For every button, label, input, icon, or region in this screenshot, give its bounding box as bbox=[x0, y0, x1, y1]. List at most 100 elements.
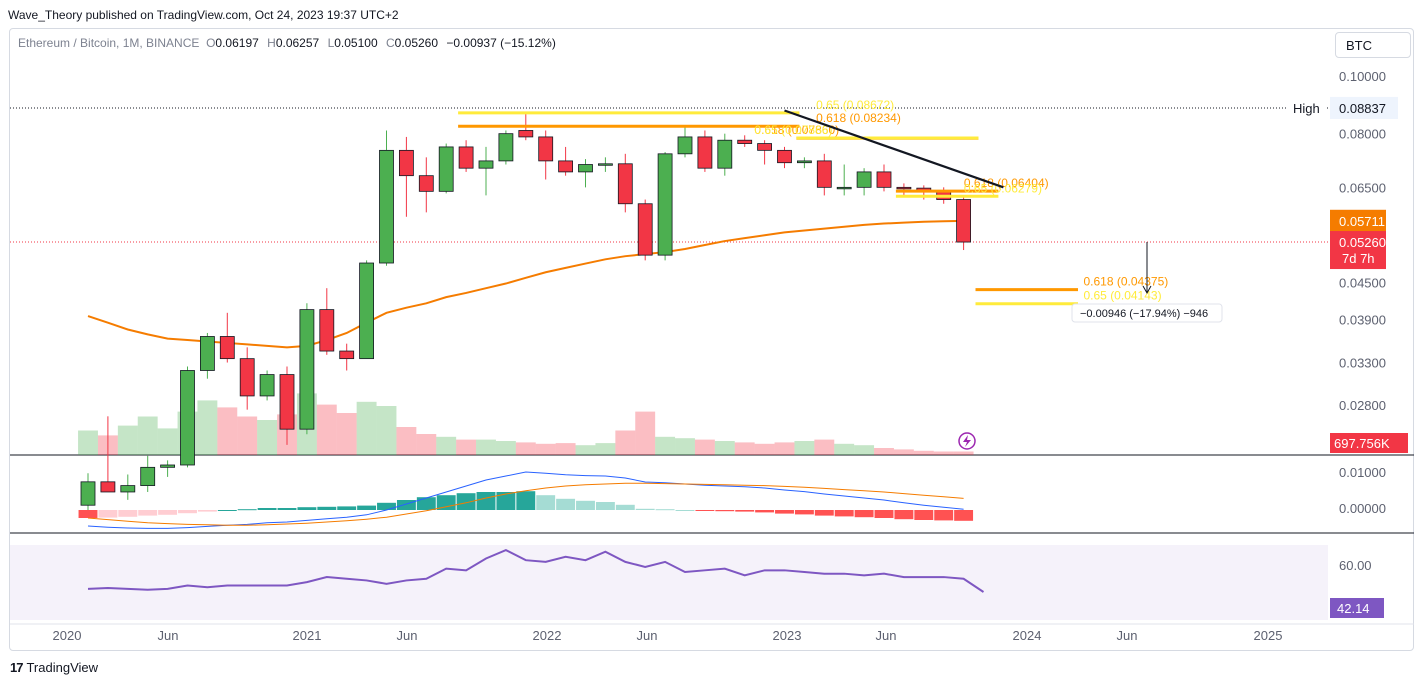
candle-body bbox=[340, 351, 354, 359]
candle-body bbox=[419, 176, 433, 192]
fib-level-label: 0.65 (0.08672) bbox=[816, 98, 894, 112]
macd-histogram-bar bbox=[914, 510, 933, 520]
candle-body bbox=[320, 310, 334, 351]
candle-body bbox=[678, 137, 692, 154]
macd-histogram-bar bbox=[377, 503, 396, 510]
fib-level-label: 0.618 (0.04375) bbox=[1084, 275, 1169, 289]
volume-bar bbox=[874, 448, 894, 455]
candle-body bbox=[300, 310, 314, 430]
candle-body bbox=[220, 336, 234, 358]
moving-average-line bbox=[88, 221, 964, 348]
macd-histogram-bar bbox=[536, 495, 555, 510]
volume-bar bbox=[317, 405, 337, 455]
time-tick-label: 2022 bbox=[533, 628, 562, 643]
volume-bar bbox=[476, 440, 496, 455]
candle-body bbox=[698, 137, 712, 168]
macd-histogram-bar bbox=[178, 510, 197, 513]
macd-histogram-bar bbox=[875, 510, 894, 518]
measure-label: −0.00946 (−17.94%) −946 bbox=[1080, 308, 1208, 320]
candle-body bbox=[539, 137, 553, 161]
volume-bar bbox=[715, 441, 735, 455]
candle-body bbox=[459, 147, 473, 168]
candle-body bbox=[399, 150, 413, 175]
macd-histogram-bar bbox=[118, 510, 137, 517]
footer: 17 TradingView bbox=[10, 660, 98, 675]
macd-histogram-bar bbox=[695, 510, 714, 511]
macd-histogram-bar bbox=[596, 502, 615, 510]
candle-body bbox=[280, 375, 294, 430]
volume-bar bbox=[536, 444, 556, 455]
volume-bar bbox=[775, 442, 795, 455]
candle-body bbox=[957, 200, 971, 242]
volume-value: 697.756K bbox=[1334, 436, 1390, 451]
macd-histogram-bar bbox=[556, 499, 575, 510]
macd-tick-label: 0.00000 bbox=[1339, 501, 1386, 516]
volume-bar bbox=[576, 445, 596, 455]
volume-bar bbox=[416, 434, 436, 455]
macd-histogram-bar bbox=[934, 510, 953, 520]
candle-body bbox=[360, 263, 374, 359]
time-tick-label: 2023 bbox=[773, 628, 802, 643]
candle-body bbox=[877, 172, 891, 187]
candle-body bbox=[797, 161, 811, 163]
macd-histogram-bar bbox=[417, 497, 436, 510]
candle-body bbox=[758, 144, 772, 151]
macd-histogram-bar bbox=[835, 510, 854, 516]
volume-bar bbox=[78, 431, 98, 456]
rsi-tick-label: 60.00 bbox=[1339, 558, 1372, 573]
volume-bar bbox=[834, 444, 854, 455]
candle-body bbox=[857, 172, 871, 187]
time-tick-label: Jun bbox=[876, 628, 897, 643]
fib-level-label: 0.65 (0.07866) bbox=[754, 123, 832, 137]
macd-histogram-bar bbox=[755, 510, 774, 512]
volume-bar bbox=[456, 440, 476, 455]
macd-histogram-bar bbox=[775, 510, 794, 514]
candle-body bbox=[240, 359, 254, 396]
price-tick-label: 0.03900 bbox=[1339, 312, 1386, 327]
time-tick-label: 2025 bbox=[1254, 628, 1283, 643]
volume-bar bbox=[914, 451, 934, 455]
volume-bar bbox=[695, 440, 715, 455]
macd-histogram-bar bbox=[138, 510, 157, 516]
candle-body bbox=[181, 370, 195, 465]
volume-bar bbox=[377, 406, 397, 455]
price-tick-label: 0.06500 bbox=[1339, 180, 1386, 195]
volume-bar bbox=[954, 452, 974, 456]
volume-bar bbox=[118, 426, 138, 455]
macd-histogram-bar bbox=[198, 510, 217, 512]
volume-bar bbox=[675, 438, 695, 455]
volume-bar bbox=[655, 437, 675, 455]
macd-histogram-bar bbox=[218, 510, 237, 511]
candle-body bbox=[499, 134, 513, 161]
time-tick-label: Jun bbox=[637, 628, 658, 643]
candle-body bbox=[817, 161, 831, 187]
macd-histogram-bar bbox=[855, 510, 874, 517]
macd-histogram-bar bbox=[735, 510, 754, 512]
macd-histogram-bar bbox=[98, 510, 117, 518]
macd-histogram-bar bbox=[616, 505, 635, 510]
candle-body bbox=[897, 187, 911, 189]
macd-histogram-bar bbox=[258, 508, 277, 510]
macd-histogram-bar bbox=[894, 510, 913, 519]
macd-histogram-bar bbox=[158, 510, 177, 515]
rsi-value: 42.14 bbox=[1337, 601, 1370, 616]
volume-bar bbox=[854, 445, 874, 455]
bar-countdown: 7d 7h bbox=[1342, 251, 1375, 266]
macd-histogram-bar bbox=[676, 510, 695, 511]
macd-histogram-bar bbox=[636, 509, 655, 510]
volume-bar bbox=[197, 400, 217, 455]
time-tick-label: Jun bbox=[158, 628, 179, 643]
macd-histogram-bar bbox=[278, 508, 297, 510]
volume-bar bbox=[138, 417, 158, 456]
candle-body bbox=[738, 140, 752, 143]
high-tag: High bbox=[1293, 101, 1320, 116]
candle-body bbox=[479, 161, 493, 168]
volume-bar bbox=[496, 441, 516, 455]
price-tick-label: 0.08000 bbox=[1339, 127, 1386, 142]
volume-bar bbox=[396, 427, 416, 455]
time-tick-label: 2024 bbox=[1013, 628, 1042, 643]
macd-histogram-bar bbox=[357, 506, 376, 510]
time-tick-label: Jun bbox=[397, 628, 418, 643]
macd-histogram-bar bbox=[317, 507, 336, 510]
